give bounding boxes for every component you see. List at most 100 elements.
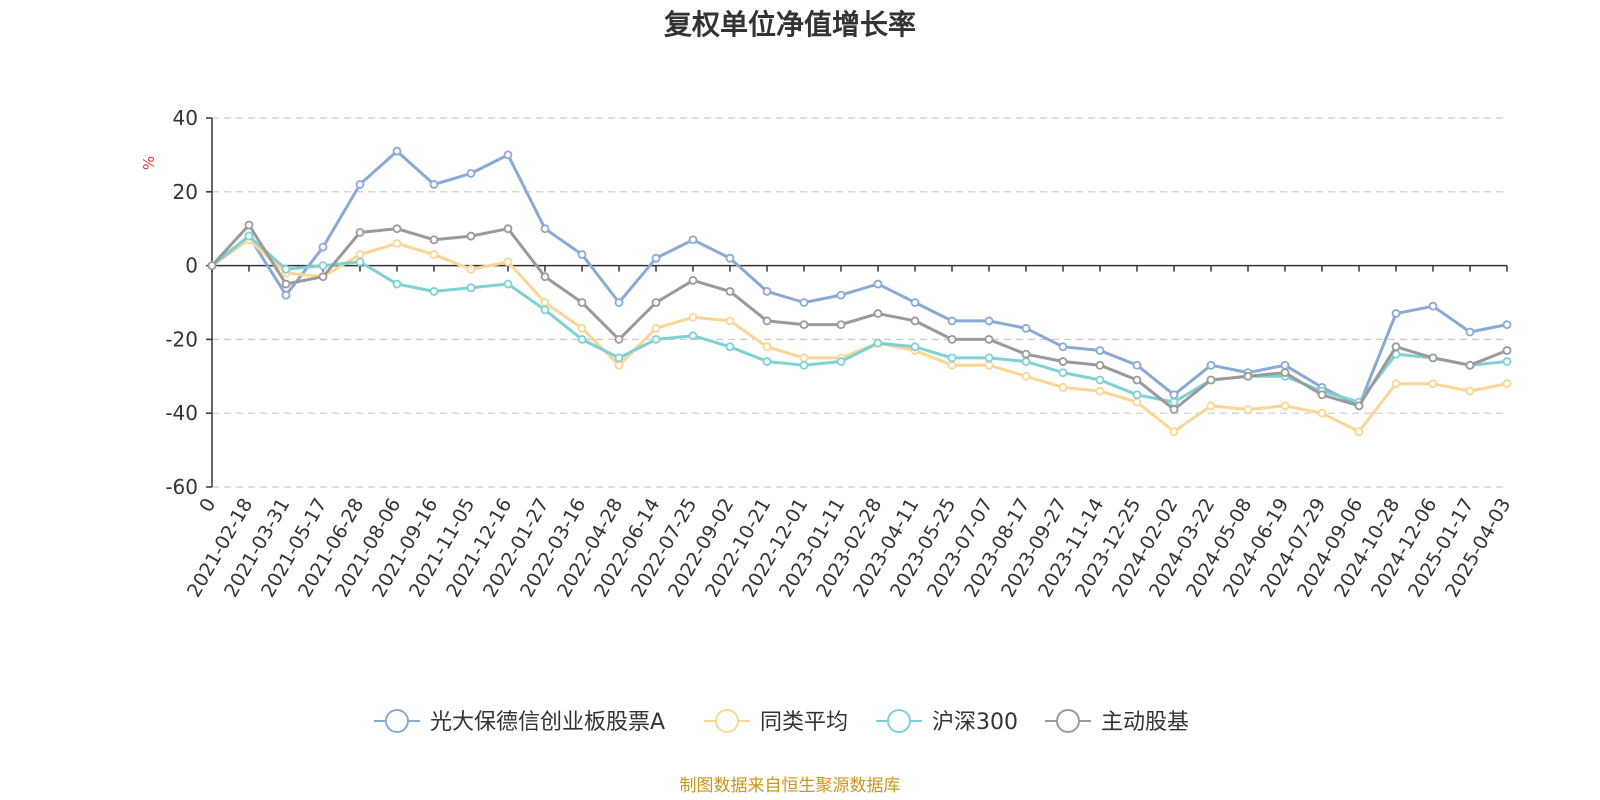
- data-point: [1354, 427, 1364, 437]
- data-point: [577, 250, 587, 259]
- data-point: [762, 357, 772, 366]
- data-point: [429, 250, 439, 259]
- data-point: [318, 272, 328, 282]
- data-point: [1095, 375, 1105, 385]
- data-point: [947, 334, 957, 344]
- data-point: [318, 242, 328, 252]
- chart-title: 复权单位净值增长率: [664, 8, 916, 41]
- data-point: [355, 227, 365, 237]
- series-line: [210, 149, 1509, 408]
- data-point: [355, 250, 365, 259]
- y-tick-label: 40: [173, 106, 198, 130]
- data-point: [688, 275, 698, 285]
- data-point: [503, 257, 513, 267]
- data-point: [1095, 386, 1105, 396]
- data-point: [540, 272, 550, 282]
- data-point: [799, 353, 809, 363]
- data-point: [836, 357, 846, 366]
- legend-label: 主动股基: [1101, 710, 1189, 735]
- data-point: [984, 353, 994, 363]
- data-point: [1317, 390, 1327, 400]
- data-point: [355, 257, 365, 267]
- data-point: [984, 316, 994, 326]
- data-point: [1132, 360, 1142, 370]
- data-point: [503, 150, 513, 160]
- series-3: [207, 220, 1512, 414]
- legend-item[interactable]: 光大保德信创业板股票A: [374, 709, 665, 735]
- data-point: [1502, 357, 1512, 366]
- data-point: [429, 287, 439, 296]
- data-point: [1317, 408, 1327, 418]
- data-point: [984, 334, 994, 344]
- data-point: [1280, 368, 1290, 378]
- legend-item[interactable]: 沪深300: [876, 709, 1018, 735]
- data-point: [762, 316, 772, 326]
- data-point: [688, 312, 698, 322]
- data-point: [725, 342, 735, 352]
- data-point: [244, 220, 254, 230]
- data-point: [1391, 379, 1401, 389]
- data-point: [910, 316, 920, 326]
- data-point: [1021, 323, 1031, 333]
- y-tick-label: -40: [165, 401, 198, 425]
- data-point: [873, 279, 883, 289]
- data-point: [614, 334, 624, 344]
- data-point: [1428, 353, 1438, 363]
- legend-item[interactable]: 主动股基: [1045, 709, 1189, 735]
- y-tick-label: -20: [165, 327, 198, 351]
- legend-label: 同类平均: [760, 710, 848, 735]
- data-point: [1206, 401, 1216, 411]
- data-point: [392, 224, 402, 234]
- data-point: [947, 353, 957, 363]
- data-point: [836, 290, 846, 300]
- data-point: [984, 360, 994, 370]
- series-lines: [207, 146, 1512, 437]
- data-point: [1465, 327, 1475, 337]
- y-tick-label: -60: [165, 475, 198, 499]
- data-point: [540, 224, 550, 234]
- data-point: [577, 298, 587, 307]
- data-point: [651, 298, 661, 307]
- data-point: [1391, 342, 1401, 352]
- legend-swatch-circle: [385, 709, 409, 733]
- data-point: [688, 331, 698, 341]
- data-point: [799, 360, 809, 370]
- legend-label: 沪深300: [932, 710, 1018, 735]
- axes: 40200-20-40-6002021-02-182021-03-312021-…: [165, 106, 1515, 601]
- data-point: [1169, 390, 1179, 400]
- data-point: [281, 290, 291, 300]
- legend-label: 光大保德信创业板股票A: [430, 710, 665, 735]
- data-point: [1058, 357, 1068, 366]
- data-point: [1169, 427, 1179, 437]
- data-point: [725, 253, 735, 263]
- data-point: [281, 279, 291, 289]
- data-point: [1021, 349, 1031, 359]
- data-point: [1391, 309, 1401, 318]
- data-point: [614, 298, 624, 307]
- data-point: [1243, 371, 1253, 381]
- legend[interactable]: 光大保德信创业板股票A 同类平均 沪深300 主动股基: [374, 709, 1189, 735]
- data-point: [1502, 320, 1512, 330]
- legend-swatch-circle: [1056, 709, 1080, 733]
- data-point: [540, 305, 550, 315]
- data-point: [947, 316, 957, 326]
- data-point: [1169, 405, 1179, 414]
- data-point: [429, 180, 439, 189]
- data-point: [577, 334, 587, 344]
- data-point: [1095, 360, 1105, 370]
- y-tick-label: 20: [173, 180, 198, 204]
- y-axis-unit: %: [140, 156, 158, 170]
- data-point: [1354, 401, 1364, 411]
- legend-swatch-circle: [887, 709, 911, 733]
- data-point: [725, 316, 735, 326]
- data-point: [947, 360, 957, 370]
- legend-item[interactable]: 同类平均: [704, 709, 848, 735]
- series-line: [210, 238, 1509, 434]
- data-point: [207, 261, 217, 271]
- data-point: [1206, 375, 1216, 385]
- data-point: [873, 338, 883, 348]
- data-point: [1132, 375, 1142, 385]
- data-point: [1132, 397, 1142, 407]
- data-point: [910, 298, 920, 307]
